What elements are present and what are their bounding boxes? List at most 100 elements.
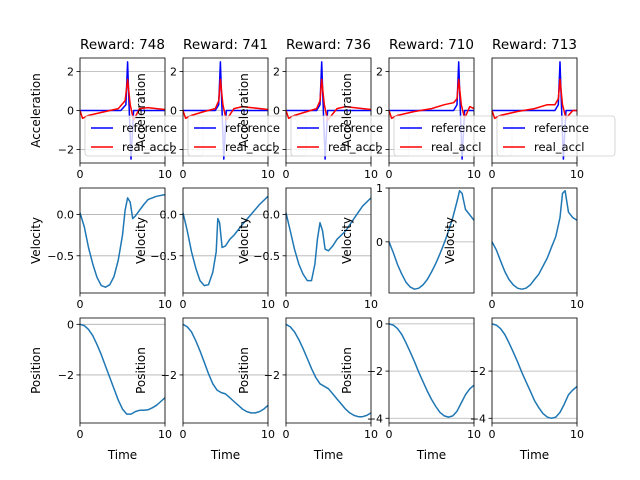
x-tick-label: 0 <box>489 168 496 181</box>
y-tick-label: −4 <box>367 412 383 425</box>
x-tick-label: 0 <box>283 298 290 311</box>
y-axis-label: Acceleration <box>134 73 148 148</box>
axes-frame <box>79 317 166 424</box>
axes-frame <box>182 187 269 294</box>
axes-frame <box>491 317 578 424</box>
y-tick-label: 0 <box>376 236 383 249</box>
y-axis-label: Velocity <box>29 217 43 264</box>
y-axis-label: Position <box>237 347 251 394</box>
x-tick-label: 0 <box>489 298 496 311</box>
x-tick-label: 0 <box>77 298 84 311</box>
legend-box <box>496 115 616 157</box>
legend: reference real_accl <box>187 115 307 157</box>
x-tick-label: 0 <box>489 428 496 441</box>
series-line <box>182 323 269 414</box>
y-axis-label: Velocity <box>237 217 251 264</box>
series-line <box>285 323 372 418</box>
axes-frame <box>388 317 475 424</box>
y-tick-label: −2 <box>367 143 383 156</box>
y-tick-label: 2 <box>273 66 280 79</box>
x-tick-label: 10 <box>467 168 481 181</box>
y-axis-label: Velocity <box>443 217 457 264</box>
x-axis-label: Time <box>210 448 240 462</box>
x-tick-label: 10 <box>364 298 378 311</box>
y-axis-label: Position <box>134 347 148 394</box>
y-tick-label: −2 <box>58 143 74 156</box>
x-tick-label: 0 <box>283 168 290 181</box>
series-line <box>388 323 475 418</box>
subplot-position-4: 0 10 0 −2 −4 Position Time <box>340 317 481 462</box>
y-tick-label: 0 <box>67 105 74 118</box>
axes-frame <box>491 57 578 164</box>
x-tick-label: 10 <box>364 168 378 181</box>
legend-label: real_accl <box>122 140 172 154</box>
x-tick-label: 0 <box>180 428 187 441</box>
subplot-title: Reward: 713 <box>492 37 577 53</box>
y-axis-label: Velocity <box>134 217 148 264</box>
y-tick-label: 2 <box>170 66 177 79</box>
subplot-title: Reward: 736 <box>286 37 371 53</box>
y-axis-label: Position <box>340 347 354 394</box>
series-line-real-accl <box>285 78 372 121</box>
legend-label: reference <box>122 121 177 135</box>
x-tick-label: 0 <box>77 428 84 441</box>
axes-frame <box>182 317 269 424</box>
y-axis-label: Acceleration <box>237 73 251 148</box>
x-tick-label: 10 <box>261 298 275 311</box>
x-tick-label: 10 <box>261 168 275 181</box>
x-tick-label: 0 <box>386 428 393 441</box>
x-tick-label: 0 <box>77 168 84 181</box>
legend: reference real_accl <box>496 115 616 157</box>
y-tick-label: −0.5 <box>253 250 280 263</box>
legend-label: reference <box>225 121 280 135</box>
x-tick-label: 10 <box>570 168 584 181</box>
x-tick-label: 0 <box>283 428 290 441</box>
series-line <box>491 189 578 290</box>
subplot-position-2: 0 10 −2 Position Time <box>134 317 275 462</box>
series-line <box>79 193 166 288</box>
x-tick-label: 0 <box>180 168 187 181</box>
x-tick-label: 10 <box>158 168 172 181</box>
series-line <box>285 197 372 282</box>
legend: reference real_accl <box>393 115 513 157</box>
y-tick-label: 0.0 <box>263 208 281 221</box>
y-tick-label: −2 <box>367 365 383 378</box>
x-axis-label: Time <box>416 448 446 462</box>
x-tick-label: 10 <box>261 428 275 441</box>
x-tick-label: 10 <box>158 298 172 311</box>
series-line <box>79 323 166 415</box>
legend-label: reference <box>328 121 383 135</box>
y-axis-label: Acceleration <box>340 73 354 148</box>
legend-label: real_accl <box>328 140 378 154</box>
x-tick-label: 0 <box>180 298 187 311</box>
y-tick-label: −0.5 <box>150 250 177 263</box>
y-tick-label: 1 <box>376 182 383 195</box>
legend: reference real_accl <box>290 115 410 157</box>
subplot-velocity-5: 0 10 Velocity <box>443 187 584 311</box>
y-tick-label: 0.0 <box>57 208 75 221</box>
series-line <box>388 189 475 290</box>
subplot-title: Reward: 741 <box>183 37 268 53</box>
series-line <box>491 323 578 420</box>
y-tick-label: 2 <box>67 66 74 79</box>
x-axis-label: Time <box>519 448 549 462</box>
x-tick-label: 10 <box>570 428 584 441</box>
legend-label: real_accl <box>225 140 275 154</box>
x-tick-label: 0 <box>386 168 393 181</box>
subplot-position-1: 0 10 0 −2 Position Time <box>29 317 172 462</box>
subplot-acceleration-5: 0 10 Reward: 713 reference real_accl <box>489 37 616 181</box>
y-tick-label: −2 <box>264 369 280 382</box>
series-line-real-accl <box>79 78 166 121</box>
subplot-velocity-1: 0 10 0.0 −0.5 Velocity <box>29 187 172 311</box>
y-tick-label: 0 <box>376 318 383 331</box>
y-tick-label: 0 <box>273 105 280 118</box>
y-tick-label: 0 <box>170 105 177 118</box>
legend-label: real_accl <box>431 140 481 154</box>
y-tick-label: −4 <box>470 412 486 425</box>
